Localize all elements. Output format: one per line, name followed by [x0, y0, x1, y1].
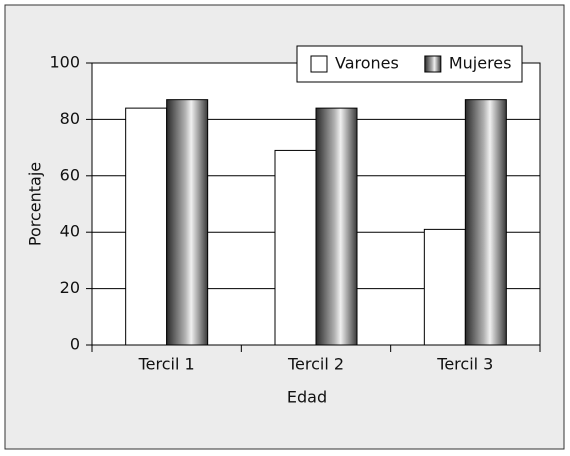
x-tick-label: Tercil 1: [138, 355, 195, 374]
legend-swatch: [310, 55, 328, 73]
y-tick-label: 20: [60, 278, 80, 297]
legend-box: [296, 45, 523, 83]
legend-label: Mujeres: [449, 54, 512, 73]
y-axis-label: Porcentaje: [26, 162, 45, 246]
bar: [464, 99, 507, 346]
x-tick-label: Tercil 2: [287, 355, 344, 374]
y-tick-label: 80: [60, 109, 80, 128]
x-axis-label: Edad: [287, 388, 327, 407]
x-tick-label: Tercil 3: [436, 355, 493, 374]
y-tick-label: 100: [49, 53, 80, 72]
bar: [125, 107, 168, 346]
y-tick-label: 60: [60, 165, 80, 184]
bar: [274, 149, 317, 346]
bar: [423, 228, 466, 346]
bar: [166, 99, 209, 346]
legend-label: Varones: [335, 54, 399, 73]
y-tick-label: 0: [70, 335, 80, 354]
y-tick-label: 40: [60, 222, 80, 241]
legend-swatch: [424, 55, 442, 73]
bar: [315, 107, 358, 346]
